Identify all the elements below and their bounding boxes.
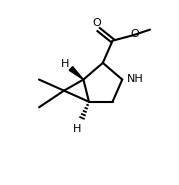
Text: NH: NH <box>127 74 144 84</box>
Text: O: O <box>92 18 101 28</box>
Text: H: H <box>61 59 69 69</box>
Text: O: O <box>131 29 139 39</box>
Text: H: H <box>73 125 81 134</box>
Polygon shape <box>69 67 83 80</box>
